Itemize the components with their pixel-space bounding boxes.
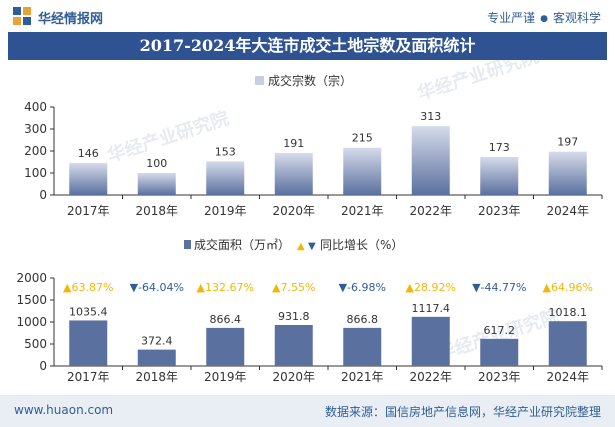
growth-down-label: ▼-44.77% <box>472 281 526 294</box>
x-tick-label: 2023年 <box>478 204 521 218</box>
watermark-text: 华经产业研究院 <box>415 60 542 105</box>
header-bar: 华经情报网 专业严谨 ● 客观科学 <box>0 0 615 32</box>
growth-up-label: ▲63.87% <box>63 281 113 294</box>
bar <box>411 316 450 366</box>
x-tick-label: 2022年 <box>409 370 452 384</box>
x-tick-label: 2017年 <box>67 370 110 384</box>
bar <box>206 161 245 195</box>
bar <box>274 152 313 195</box>
growth-down-label: ▼-6.98% <box>339 281 386 294</box>
data-label: 197 <box>557 136 578 149</box>
bar <box>137 349 176 366</box>
x-tick-label: 2020年 <box>272 370 315 384</box>
bar <box>480 338 519 366</box>
data-label: 191 <box>283 137 304 150</box>
growth-up-label: ▲64.96% <box>543 281 593 294</box>
x-tick-label: 2020年 <box>272 204 315 218</box>
bar <box>343 147 382 195</box>
data-label: 215 <box>352 132 373 145</box>
y-tick-label: 2000 <box>16 271 47 285</box>
footer: www.huaon.com 数据来源：国信房地产信息网，华经产业研究院整理 <box>0 395 615 427</box>
growth-up-label: ▲28.92% <box>406 281 456 294</box>
y-tick-label: 1500 <box>16 293 47 307</box>
bar <box>274 325 313 366</box>
x-tick-label: 2018年 <box>135 204 178 218</box>
data-label: 153 <box>215 145 236 158</box>
bar <box>548 151 587 195</box>
y-tick-label: 100 <box>24 166 47 180</box>
legend-swatch <box>184 240 191 249</box>
x-tick-label: 2021年 <box>341 370 384 384</box>
data-label: 866.4 <box>210 313 242 326</box>
tagline: 专业严谨 ● 客观科学 <box>487 9 601 26</box>
data-label: 100 <box>146 157 167 170</box>
tagline-dot-icon: ● <box>540 14 548 24</box>
legend-label: 同比增长（%） <box>320 238 403 252</box>
data-label: 617.2 <box>484 324 516 337</box>
bar <box>206 327 245 366</box>
tagline-left: 专业严谨 <box>487 11 536 25</box>
growth-up-label: ▲7.55% <box>272 281 315 294</box>
data-source: 数据来源：国信房地产信息网，华经产业研究院整理 <box>324 405 601 419</box>
y-tick-label: 500 <box>24 337 47 351</box>
legend-label: 成交宗数（宗） <box>268 73 352 88</box>
data-label: 1035.4 <box>69 305 108 318</box>
growth-down-label: ▼-64.04% <box>130 281 184 294</box>
legend-label: 成交面积（万㎡） <box>194 237 290 252</box>
watermark-text: 华经产业研究院 <box>105 107 232 167</box>
site-url[interactable]: www.huaon.com <box>14 403 114 417</box>
y-tick-label: 0 <box>39 359 47 373</box>
chart-title: 2017-2024年大连市成交土地宗数及面积统计 <box>8 32 607 60</box>
data-label: 173 <box>489 141 510 154</box>
x-tick-label: 2019年 <box>204 204 247 218</box>
y-tick-label: 300 <box>24 122 47 136</box>
x-tick-label: 2019年 <box>204 370 247 384</box>
y-tick-label: 0 <box>39 188 47 202</box>
data-label: 372.4 <box>141 335 173 348</box>
x-tick-label: 2021年 <box>341 204 384 218</box>
data-label: 1018.1 <box>549 306 588 319</box>
y-tick-label: 400 <box>24 100 47 114</box>
legend-down-icon: ▼ <box>308 241 316 252</box>
legend-swatch <box>255 76 264 85</box>
brand-name: 华经情报网 <box>38 12 104 27</box>
data-label: 931.8 <box>278 310 310 323</box>
logo-icon <box>13 7 31 25</box>
data-label: 1117.4 <box>412 302 451 315</box>
bar <box>480 156 519 195</box>
x-tick-label: 2024年 <box>546 204 589 218</box>
bar <box>69 162 108 195</box>
bar <box>411 126 450 195</box>
x-tick-label: 2024年 <box>546 370 589 384</box>
legend-up-icon: ▲ <box>297 241 305 252</box>
x-tick-label: 2023年 <box>478 370 521 384</box>
tagline-right: 客观科学 <box>552 11 601 25</box>
growth-up-label: ▲132.67% <box>197 281 254 294</box>
y-tick-label: 200 <box>24 144 47 158</box>
x-tick-label: 2018年 <box>135 370 178 384</box>
data-label: 866.8 <box>347 313 379 326</box>
bar <box>343 327 382 366</box>
bar <box>69 320 108 366</box>
data-label: 146 <box>78 147 99 160</box>
bar <box>548 321 587 366</box>
x-tick-label: 2017年 <box>67 204 110 218</box>
y-tick-label: 1000 <box>16 315 47 329</box>
data-label: 313 <box>420 110 441 123</box>
x-tick-label: 2022年 <box>409 204 452 218</box>
bar <box>137 173 176 195</box>
